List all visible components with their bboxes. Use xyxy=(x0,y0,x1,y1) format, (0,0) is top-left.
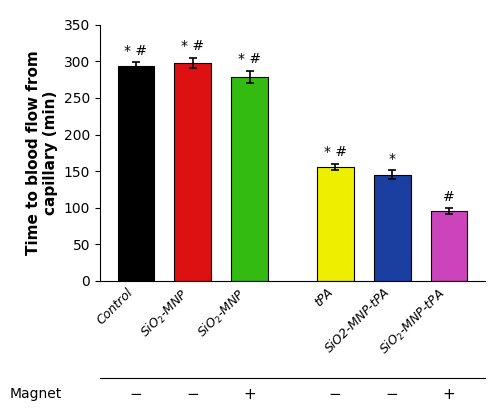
Text: −: − xyxy=(130,387,142,402)
Text: +: + xyxy=(442,387,456,402)
Text: *: * xyxy=(388,152,396,166)
Bar xyxy=(232,77,268,281)
Bar xyxy=(430,211,468,281)
Text: * #: * # xyxy=(182,39,204,53)
Bar xyxy=(174,63,212,281)
Bar xyxy=(374,175,410,281)
Text: −: − xyxy=(386,387,398,402)
Bar xyxy=(316,167,354,281)
Text: * #: * # xyxy=(324,145,346,159)
Text: * #: * # xyxy=(124,44,148,58)
Text: * #: * # xyxy=(238,52,262,66)
Bar xyxy=(118,66,154,281)
Text: −: − xyxy=(329,387,342,402)
Text: −: − xyxy=(186,387,200,402)
Text: +: + xyxy=(244,387,256,402)
Text: #: # xyxy=(443,190,455,204)
Y-axis label: Time to blood flow from
capillary (min): Time to blood flow from capillary (min) xyxy=(26,50,58,255)
Text: Magnet: Magnet xyxy=(10,387,62,401)
